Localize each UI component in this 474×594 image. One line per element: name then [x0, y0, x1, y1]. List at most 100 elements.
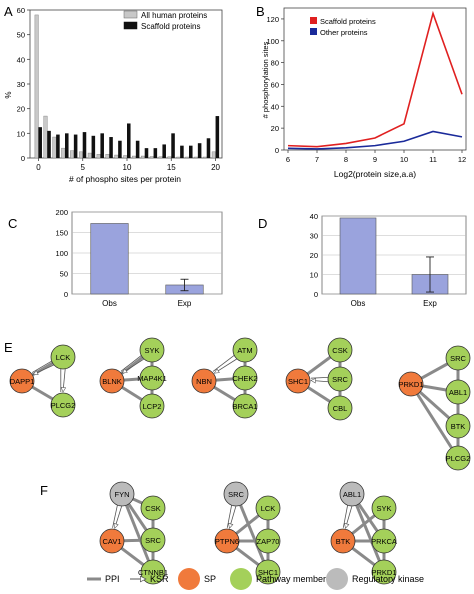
ksr-arrow: [122, 358, 145, 373]
ytick-label: 30: [310, 232, 318, 241]
node-ptpn6: [214, 528, 240, 554]
bar-all-human: [61, 147, 66, 159]
network-e-4: SHC1 CSK SRC CBL: [285, 337, 353, 421]
ppi-edge: [409, 383, 460, 459]
node-cbl: [327, 395, 353, 421]
chart-a-ylabel: %: [4, 91, 13, 98]
node-dapp1: [9, 368, 35, 394]
bar-scaffold: [180, 145, 184, 158]
network-f-1: FYN CAV1 CSK SRC CTNNB1: [99, 481, 168, 585]
ytick-label: 10: [310, 271, 318, 280]
series-line-other: [287, 130, 463, 150]
bar-scaffold: [144, 148, 149, 158]
node-nbn: [191, 368, 217, 394]
bar-all-human: [96, 154, 101, 159]
chart-b-xtick-label: 9: [373, 155, 377, 164]
node-label: CBL: [333, 404, 348, 413]
node-label: SYK: [376, 504, 391, 513]
bar-all-human: [211, 151, 216, 159]
bar-all-human: [176, 156, 181, 159]
chart-a-ytick-label: 30: [17, 80, 25, 89]
chart-b-ytick-label: 80: [271, 59, 279, 68]
bar-scaffold: [38, 127, 42, 158]
node-src: [140, 527, 166, 553]
bar-all-human: [52, 136, 57, 159]
ksr-edge: [120, 355, 142, 372]
bar-scaffold: [162, 144, 166, 158]
node-label: ABL1: [343, 490, 361, 499]
bar-scaffold: [73, 134, 78, 158]
chart-d: 0 10 20 30 40 Obs Exp: [310, 212, 467, 308]
node-abl1: [445, 379, 471, 405]
network-legend: PPI KSR SP Pathway member Regulatory kin…: [87, 568, 424, 590]
chart-b-ticks: 0 20 40 60 80 100 120 6 7 8 9 10 11 12: [266, 15, 466, 164]
chart-a-xtick-label: 10: [123, 163, 132, 172]
node-lcp2: [139, 393, 165, 419]
network-e-3: NBN ATM CHEK2 BRCA1: [191, 337, 258, 419]
node-atm: [232, 337, 258, 363]
network-f-3: ABL1 BTK SYK PRKCA PRKD1: [330, 481, 397, 585]
node-label: SHC1: [288, 377, 308, 386]
ksr-arrow: [115, 506, 123, 528]
node-label: SHC1: [258, 568, 278, 577]
legend-swatch-other-line: [310, 28, 317, 35]
node-src: [223, 481, 249, 507]
bar-all-human: [132, 155, 137, 159]
node-label: SRC: [228, 490, 244, 499]
bar-all-human: [34, 14, 39, 159]
legend-swatch-scaffold-line: [310, 17, 317, 24]
network-panel-f: FYN CAV1 CSK SRC CTNNB1 SRC PTPN6 LCK ZAP70 SHC1 A…: [99, 481, 397, 585]
legend-pathway-node: [230, 568, 252, 590]
bar-scaffold: [118, 140, 122, 158]
ksr-edge: [310, 376, 328, 379]
node-label: SRC: [332, 375, 348, 384]
chart-a-ytick-label: 50: [17, 31, 25, 40]
node-label: LCK: [56, 353, 71, 362]
node-chek2: [232, 365, 258, 391]
node-label: LCK: [261, 504, 276, 513]
chart-b-xtick-label: 7: [315, 155, 319, 164]
legend-ksr-label: KSR: [150, 574, 169, 584]
node-label: FYN: [115, 490, 130, 499]
bar-all-human: [149, 156, 154, 159]
category-label: Obs: [102, 299, 117, 308]
bar-all-human: [105, 154, 110, 159]
node-label: SYK: [144, 346, 159, 355]
ksr-edge: [212, 355, 235, 372]
bar-all-human: [158, 156, 163, 159]
chart-a-ticks: 0 10 20 30 40 50 60 0 5 10 15 20: [17, 6, 221, 172]
node-lck: [50, 344, 76, 370]
bar-scaffold: [153, 148, 158, 158]
ytick-label: 100: [55, 249, 68, 258]
panel-letter-f: F: [40, 483, 48, 498]
ksr-arrow: [311, 380, 329, 381]
bar-all-human: [202, 156, 207, 159]
chart-b-legend: Scaffold proteins Other proteins: [310, 17, 376, 37]
node-src: [327, 366, 353, 392]
node-abl1: [339, 481, 365, 507]
ppi-edge: [120, 493, 155, 573]
category-label: Exp: [423, 299, 437, 308]
legend-label-all-human: All human proteins: [141, 11, 207, 20]
node-label: PTPN6: [215, 537, 239, 546]
bar-all-human: [43, 115, 48, 159]
bar-scaffold: [206, 138, 211, 158]
chart-b-xlabel: Log2(protein size,a.a): [334, 169, 416, 179]
node-label: NBN: [196, 377, 212, 386]
ytick-label: 150: [55, 229, 68, 238]
chart-b-ylabel: # phosphorylation sites: [261, 41, 270, 118]
legend-kinase-label: Regulatory kinase: [352, 574, 424, 584]
node-fyn: [109, 481, 135, 507]
bar-all-human: [140, 155, 145, 159]
bar-all-human: [78, 151, 83, 159]
chart-c: 0 50 100 150 200 Obs Exp: [55, 208, 223, 308]
node-syk: [139, 337, 165, 363]
bar-scaffold: [135, 140, 140, 158]
category-label: Exp: [178, 299, 192, 308]
bar-all-human: [114, 154, 119, 159]
chart-b-xtick-label: 11: [429, 155, 437, 164]
bar-scaffold: [189, 145, 193, 158]
panel-letter-e: E: [4, 340, 13, 355]
node-label: CAV1: [102, 537, 121, 546]
